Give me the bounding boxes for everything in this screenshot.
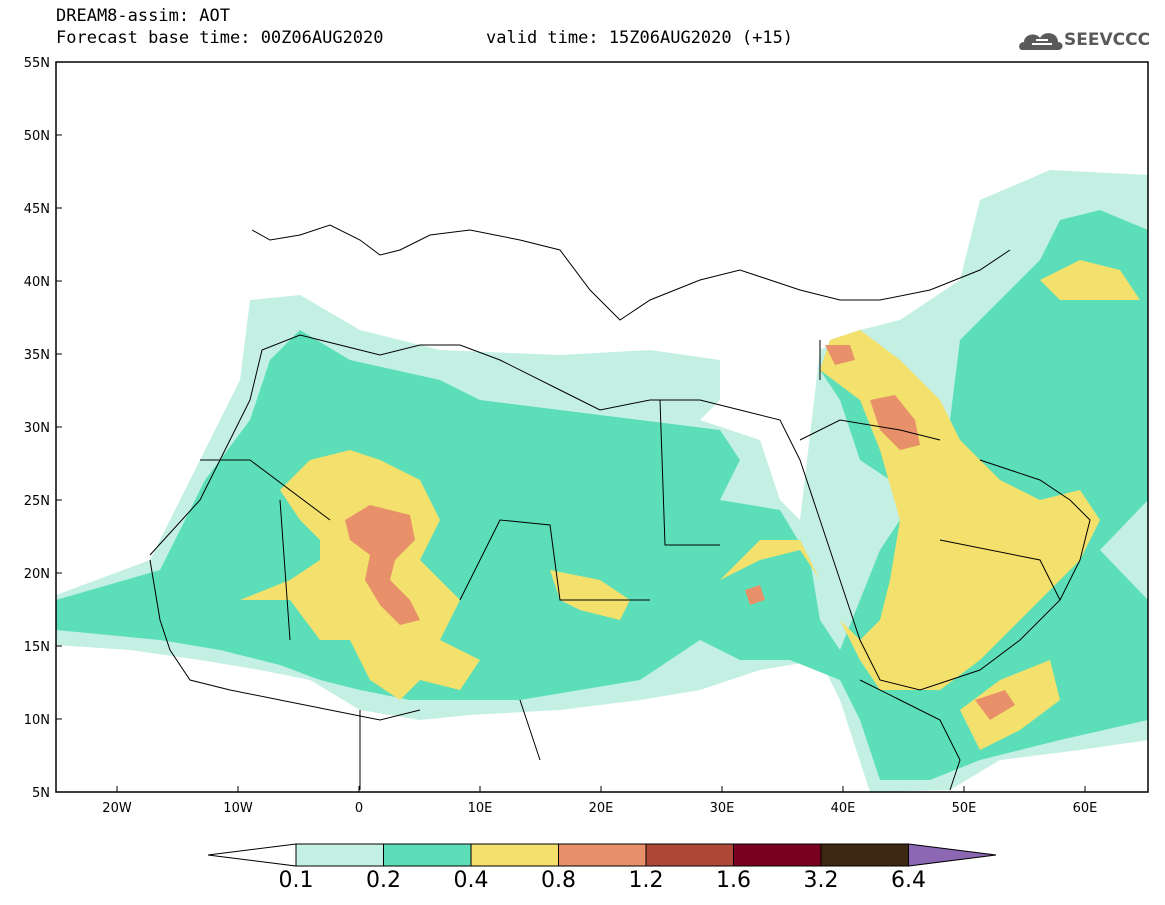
colorbar-right-arrow [908,843,997,867]
logo-text: SEEVCCC [1064,30,1151,50]
colorbar-label: 0.1 [278,868,314,893]
aot-contour-0.8e [975,690,1015,720]
lat-label: 25N [24,494,50,509]
colorbar-label: 6.4 [891,868,926,893]
lon-label: 30E [710,801,735,816]
colorbar-label: 0.4 [453,868,489,893]
colorbar-segment [645,843,734,867]
lat-label: 55N [24,56,50,71]
aot-contour-0.4e [1040,260,1140,300]
colorbar-segment [295,843,384,867]
lon-label: 20W [102,801,132,816]
colorbar-segment [470,843,559,867]
colorbar-label: 1.2 [628,868,664,893]
colorbar-segment [558,843,647,867]
colorbar-label: 3.2 [803,868,839,893]
lon-label: 10W [223,801,253,816]
lon-label: 60E [1073,801,1098,816]
lat-label: 10N [24,713,50,728]
lat-label: 50N [24,129,50,144]
aot-contour-0.4d [550,570,630,620]
coastlines [149,224,1091,791]
colorbar-label: 0.2 [366,868,401,893]
forecast-base-time: Forecast base time: 00Z06AUG2020 [56,28,384,48]
cloud-logo-icon [1019,33,1063,50]
lon-axis: 20W 10W 0 10E 20E 30E 40E 50E 60E [102,786,1097,816]
lon-label: 40E [831,801,856,816]
colorbar-label: 1.6 [716,868,751,893]
aot-contour-0.8c [825,345,855,365]
lat-label: 5N [32,786,50,801]
lat-label: 20N [24,567,50,582]
colorbar-left-arrow [207,843,297,867]
valid-time: valid time: 15Z06AUG2020 (+15) [486,28,794,48]
lon-label: 50E [952,801,977,816]
lon-label: 10E [468,801,493,816]
aot-contour-0.8d [745,585,765,605]
colorbar-label: 0.8 [541,868,576,893]
lat-axis: 55N 50N 45N 40N 35N 30N 25N 20N 15N 10N … [24,56,62,801]
lat-label: 45N [24,202,50,217]
aot-contour-0.4 [180,450,480,700]
lat-label: 15N [24,640,50,655]
lon-label: 0 [355,801,363,816]
aot-contour-0.4b [720,330,1100,690]
colorbar-segment [383,843,472,867]
aot-contour-0.8b [870,395,920,450]
lon-label: 20E [589,801,614,816]
aot-contour-0.8 [345,505,420,625]
colorbar [207,843,997,867]
lat-label: 40N [24,275,50,290]
colorbar-segment [820,843,909,867]
aot-field [56,170,1148,792]
lat-label: 30N [24,421,50,436]
map-title: DREAM8-assim: AOT [56,6,230,26]
colorbar-segment [733,843,822,867]
lat-label: 35N [24,348,50,363]
